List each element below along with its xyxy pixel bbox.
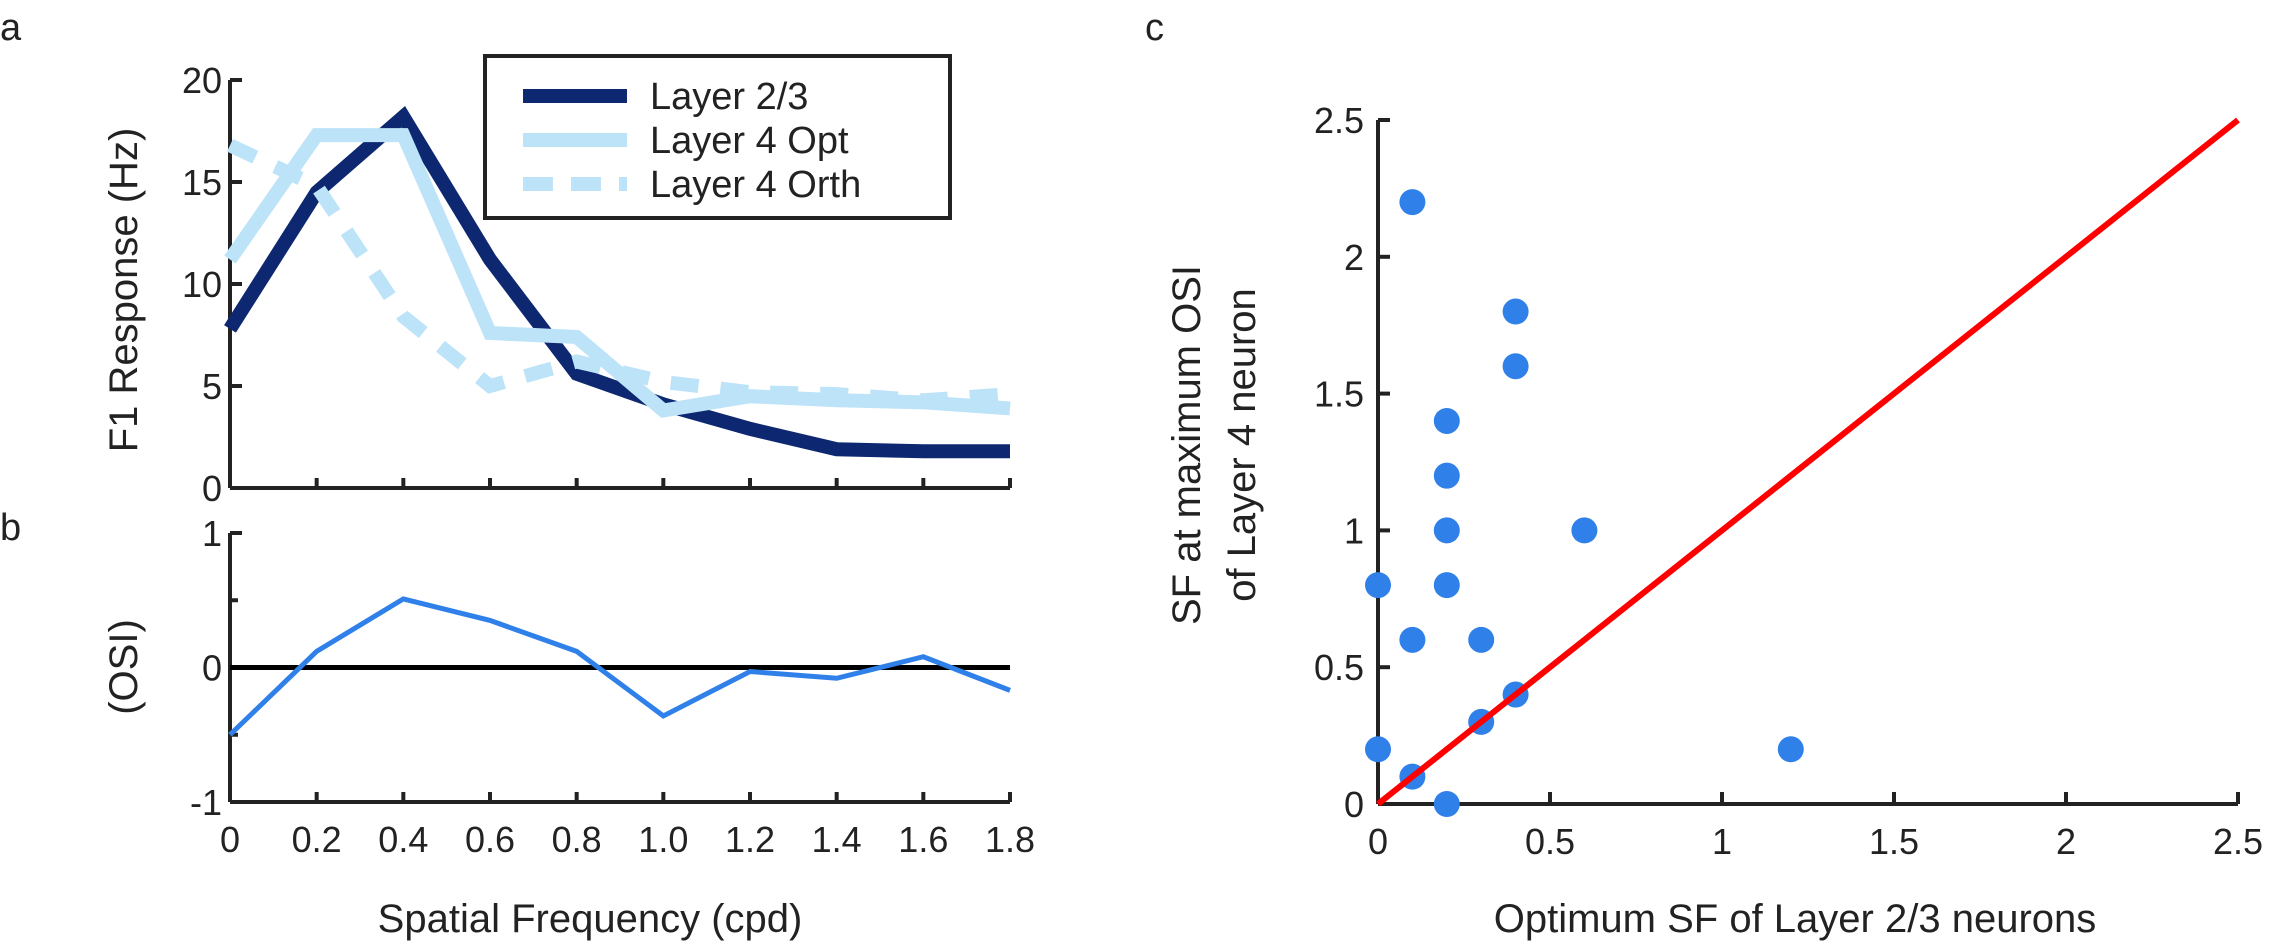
panel-a-y-tick-label: 15 <box>182 162 222 203</box>
panel-a-legend-label-2: Layer 4 Opt <box>650 120 849 162</box>
panel-c-y-tick-label: 0 <box>1344 784 1364 825</box>
panel-label-b: b <box>0 507 21 549</box>
panel-b-x-tick-label: 1.0 <box>638 819 688 860</box>
panel-a-y-axis-label: F1 Response (Hz) <box>102 128 146 453</box>
panel-b-y-tick-label: 0 <box>202 648 222 689</box>
panel-c-x-axis-label: Optimum SF of Layer 2/3 neurons <box>1494 897 2097 941</box>
panel-b-x-tick-label: 1.2 <box>725 819 775 860</box>
panel-c-scatter-point <box>1468 626 1495 653</box>
panel-c-scatter-point <box>1365 572 1391 599</box>
panel-b-x-tick-label: 0.6 <box>465 819 515 860</box>
chart-panel-c: 0 0.5 1 1.5 2 2.5 0 0.5 1 1.5 2 2.5 <box>1314 100 2263 862</box>
panel-b-y-tick-label: -1 <box>190 782 222 823</box>
panel-c-scatter-point <box>1399 189 1426 216</box>
panel-a-series-line-3 <box>227 138 1011 408</box>
panel-a-legend-label-3: Layer 4 Orth <box>650 164 861 206</box>
panel-c-x-tick-label: 0 <box>1368 821 1388 862</box>
panel-b-x-axis-label: Spatial Frequency (cpd) <box>378 897 803 941</box>
panel-a-y-tick-label: 20 <box>182 60 222 101</box>
panel-label-c: c <box>1145 7 1164 49</box>
panel-c-identity-line <box>1376 117 2240 807</box>
panel-c-y-tick-label: 2.5 <box>1314 100 1364 141</box>
panel-c-scatter-point <box>1433 462 1460 489</box>
panel-c-y-tick-label: 1 <box>1344 510 1364 551</box>
panel-c-scatter-point <box>1433 572 1460 599</box>
panel-c-x-tick-label: 1 <box>1712 821 1732 862</box>
panel-b-y-tick-label: 1 <box>202 513 222 554</box>
panel-b-y-axis-label: (OSI) <box>102 619 146 715</box>
panel-c-scatter-point <box>1433 407 1460 434</box>
panel-c-y-axis-label-line1: SF at maximum OSI <box>1165 265 1209 625</box>
panel-c-x-tick-label: 2 <box>2056 821 2076 862</box>
panel-b-x-tick-label: 0 <box>220 819 240 860</box>
panel-c-scatter-point <box>1433 791 1460 817</box>
panel-label-a: a <box>0 7 22 49</box>
panel-c-y-axis-label-line2: of Layer 4 neuron <box>1220 288 1264 602</box>
panel-c-x-tick-label: 0.5 <box>1525 821 1575 862</box>
panel-c-scatter-point <box>1502 353 1529 380</box>
panel-c-scatter-point <box>1777 736 1804 763</box>
panel-b-x-tick-label: 1.4 <box>812 819 862 860</box>
panel-c-scatter-point <box>1399 626 1426 653</box>
panel-a-y-tick-label: 10 <box>182 264 222 305</box>
panel-c-scatter-point <box>1571 517 1598 544</box>
panel-c-scatter-point <box>1365 736 1391 763</box>
panel-c-y-tick-label: 1.5 <box>1314 374 1364 415</box>
panel-b-x-tick-label: 1.6 <box>898 819 948 860</box>
panel-c-y-tick-label: 0.5 <box>1314 647 1364 688</box>
panel-b-x-tick-label: 0.2 <box>292 819 342 860</box>
panel-c-scatter-point <box>1502 298 1529 325</box>
panel-b-x-tick-label: 0.8 <box>552 819 602 860</box>
panel-c-x-tick-label: 1.5 <box>1869 821 1919 862</box>
panel-c-x-tick-label: 2.5 <box>2213 821 2263 862</box>
panel-b-osi-line <box>228 596 1011 737</box>
panel-a-y-tick-label: 5 <box>202 366 222 407</box>
panel-c-y-tick-label: 2 <box>1344 237 1364 278</box>
panel-b-x-tick-label: 0.4 <box>378 819 428 860</box>
panel-a-series-line-1 <box>224 105 1010 459</box>
panel-a-legend-label-1: Layer 2/3 <box>650 76 808 118</box>
panel-a-y-tick-label: 0 <box>202 468 222 509</box>
panel-b-x-tick-label: 1.8 <box>985 819 1035 860</box>
panel-c-scatter-point <box>1433 517 1460 544</box>
